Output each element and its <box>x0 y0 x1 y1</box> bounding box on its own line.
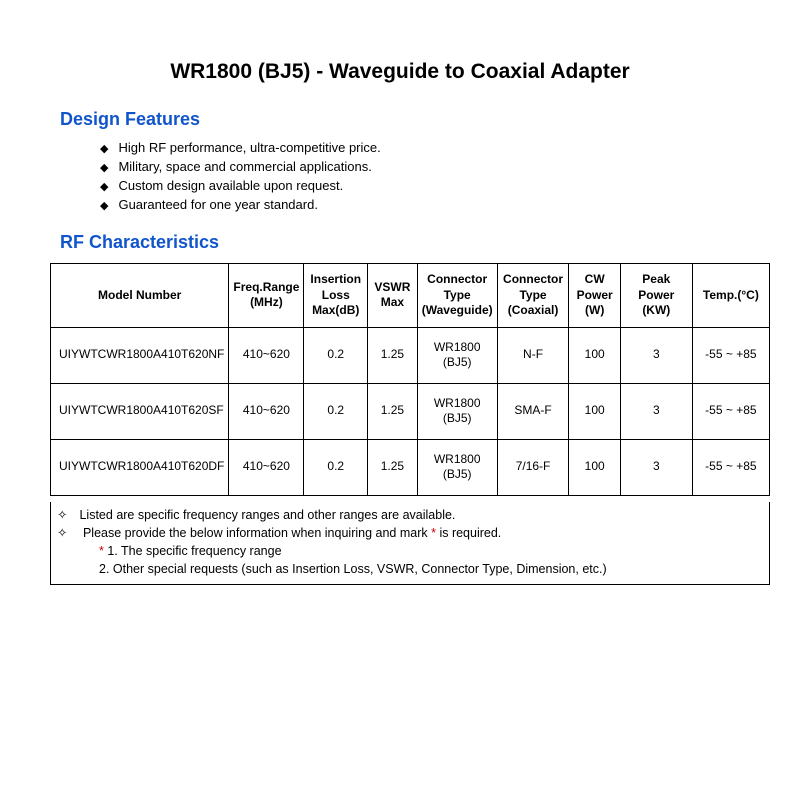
table-cell: 3 <box>620 439 692 495</box>
page-title: WR1800 (BJ5) - Waveguide to Coaxial Adap… <box>40 60 760 84</box>
col-wg: Connector Type (Waveguide) <box>417 264 497 328</box>
table-cell: SMA-F <box>497 383 569 439</box>
table-cell: WR1800(BJ5) <box>417 439 497 495</box>
table-cell: UIYWTCWR1800A410T620DF <box>51 439 229 495</box>
table-cell: WR1800(BJ5) <box>417 327 497 383</box>
col-model: Model Number <box>51 264 229 328</box>
col-vswr: VSWR Max <box>368 264 418 328</box>
table-cell: 410~620 <box>229 383 304 439</box>
col-coax: Connector Type (Coaxial) <box>497 264 569 328</box>
table-cell: -55 ~ +85 <box>692 383 769 439</box>
note-text: 1. The specific frequency range <box>107 544 281 558</box>
table-cell: 410~620 <box>229 439 304 495</box>
feature-item: Custom design available upon request. <box>100 178 760 193</box>
table-cell: 100 <box>569 327 620 383</box>
table-cell: 3 <box>620 327 692 383</box>
col-cw: CW Power (W) <box>569 264 620 328</box>
table-header-row: Model Number Freq.Range (MHz) Insertion … <box>51 264 770 328</box>
note-text: Listed are specific frequency ranges and… <box>79 508 455 522</box>
notes-box: Listed are specific frequency ranges and… <box>50 502 770 586</box>
table-cell: WR1800(BJ5) <box>417 383 497 439</box>
table-cell: 7/16-F <box>497 439 569 495</box>
table-row: UIYWTCWR1800A410T620NF410~6200.21.25WR18… <box>51 327 770 383</box>
col-temp: Temp.(°C) <box>692 264 769 328</box>
design-features-header: Design Features <box>60 109 760 130</box>
col-il: Insertion Loss Max(dB) <box>304 264 368 328</box>
feature-item: Guaranteed for one year standard. <box>100 197 760 212</box>
feature-item: High RF performance, ultra-competitive p… <box>100 140 760 155</box>
table-cell: 1.25 <box>368 439 418 495</box>
table-cell: 100 <box>569 383 620 439</box>
table-cell: 100 <box>569 439 620 495</box>
note-line-3: * 1. The specific frequency range <box>99 542 763 560</box>
feature-item: Military, space and commercial applicati… <box>100 159 760 174</box>
table-cell: 1.25 <box>368 383 418 439</box>
table-cell: N-F <box>497 327 569 383</box>
note-line-1: Listed are specific frequency ranges and… <box>57 506 763 524</box>
table-row: UIYWTCWR1800A410T620DF410~6200.21.25WR18… <box>51 439 770 495</box>
rf-characteristics-header: RF Characteristics <box>60 232 760 253</box>
table-cell: 0.2 <box>304 383 368 439</box>
table-cell: 3 <box>620 383 692 439</box>
table-cell: 0.2 <box>304 439 368 495</box>
table-cell: UIYWTCWR1800A410T620NF <box>51 327 229 383</box>
note-text: Please provide the below information whe… <box>83 526 431 540</box>
note-line-4: 2. Other special requests (such as Inser… <box>99 560 763 578</box>
note-line-2: Please provide the below information whe… <box>57 524 763 542</box>
table-row: UIYWTCWR1800A410T620SF410~6200.21.25WR18… <box>51 383 770 439</box>
col-freq: Freq.Range (MHz) <box>229 264 304 328</box>
col-peak: Peak Power (KW) <box>620 264 692 328</box>
table-cell: 0.2 <box>304 327 368 383</box>
note-text: is required. <box>436 526 501 540</box>
table-body: UIYWTCWR1800A410T620NF410~6200.21.25WR18… <box>51 327 770 495</box>
table-cell: -55 ~ +85 <box>692 439 769 495</box>
table-cell: UIYWTCWR1800A410T620SF <box>51 383 229 439</box>
features-list: High RF performance, ultra-competitive p… <box>100 140 760 212</box>
table-cell: 410~620 <box>229 327 304 383</box>
rf-table: Model Number Freq.Range (MHz) Insertion … <box>50 263 770 496</box>
table-cell: -55 ~ +85 <box>692 327 769 383</box>
table-cell: 1.25 <box>368 327 418 383</box>
